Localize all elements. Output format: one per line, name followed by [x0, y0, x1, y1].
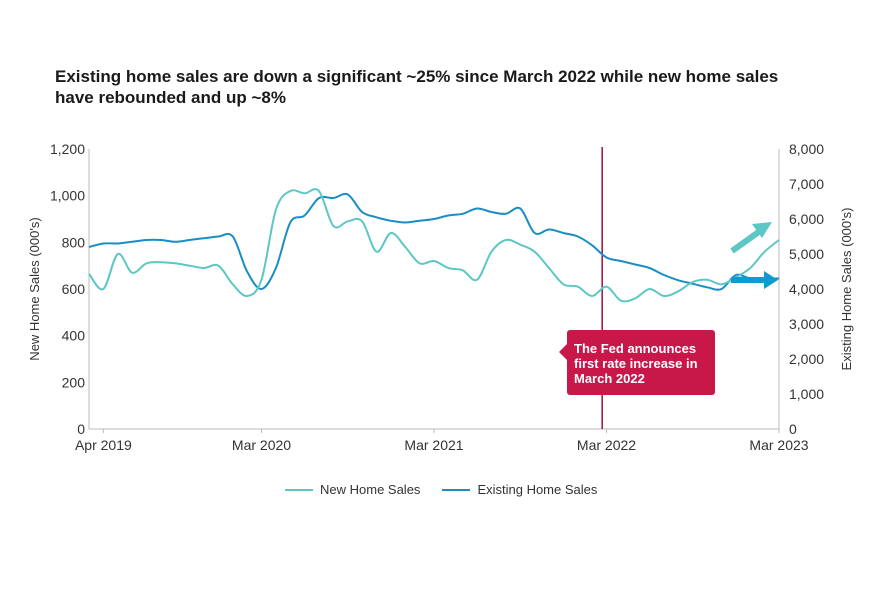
y-tick-label: 200	[62, 374, 86, 390]
legend-item-existing-home: Existing Home Sales	[442, 482, 597, 497]
y2-tick-label: 3,000	[789, 316, 824, 332]
y2-tick-label: 2,000	[789, 351, 824, 367]
x-tick-label: Mar 2021	[404, 437, 463, 453]
chart-series	[88, 188, 780, 303]
y2-tick-label: 8,000	[789, 141, 824, 157]
y2-tick-label: 6,000	[789, 211, 824, 227]
x-tick-label: Mar 2023	[749, 437, 808, 453]
y-tick-label: 1,000	[50, 188, 85, 204]
legend-swatch-new-home	[285, 488, 313, 491]
x-tick-label: Mar 2022	[577, 437, 636, 453]
trend-arrows	[730, 222, 778, 289]
legend-item-new-home: New Home Sales	[285, 482, 420, 497]
y-tick-label: 600	[62, 281, 86, 297]
y-tick-label: 0	[77, 421, 85, 437]
fed-annotation: The Fed announces first rate increase in…	[567, 330, 715, 395]
y2-tick-label: 0	[789, 421, 797, 437]
y-tick-label: 800	[62, 234, 86, 250]
y-axis-label: New Home Sales (000's)	[27, 217, 42, 360]
chart-legend: New Home Sales Existing Home Sales	[285, 482, 597, 497]
x-tick-label: Apr 2019	[75, 437, 132, 453]
y2-tick-label: 7,000	[789, 176, 824, 192]
legend-label-existing-home: Existing Home Sales	[477, 482, 598, 497]
y-tick-label: 400	[62, 328, 86, 344]
y2-tick-label: 4,000	[789, 281, 824, 297]
legend-label-new-home: New Home Sales	[320, 482, 421, 497]
trend-arrow-up-head	[752, 222, 772, 238]
y-tick-label: 1,200	[50, 141, 85, 157]
y2-tick-label: 5,000	[789, 246, 824, 262]
trend-arrow-right-head	[764, 271, 778, 289]
chart-title: Existing home sales are down a significa…	[55, 67, 779, 107]
x-tick-label: Mar 2020	[232, 437, 291, 453]
legend-swatch-existing-home	[442, 488, 471, 491]
trend-arrow-up-shaft	[730, 228, 762, 254]
chart-axes: 0 200 400 600 800 1,000 1,200 0 1,000 2,000 3,000 4…	[50, 141, 824, 453]
series-new-home-sales	[88, 188, 780, 303]
series-existing-home-sales	[88, 192, 779, 291]
annotation-pointer	[559, 343, 568, 361]
y2-tick-label: 1,000	[789, 386, 824, 402]
y2-axis-label: Existing Home Sales (000's)	[839, 208, 854, 371]
